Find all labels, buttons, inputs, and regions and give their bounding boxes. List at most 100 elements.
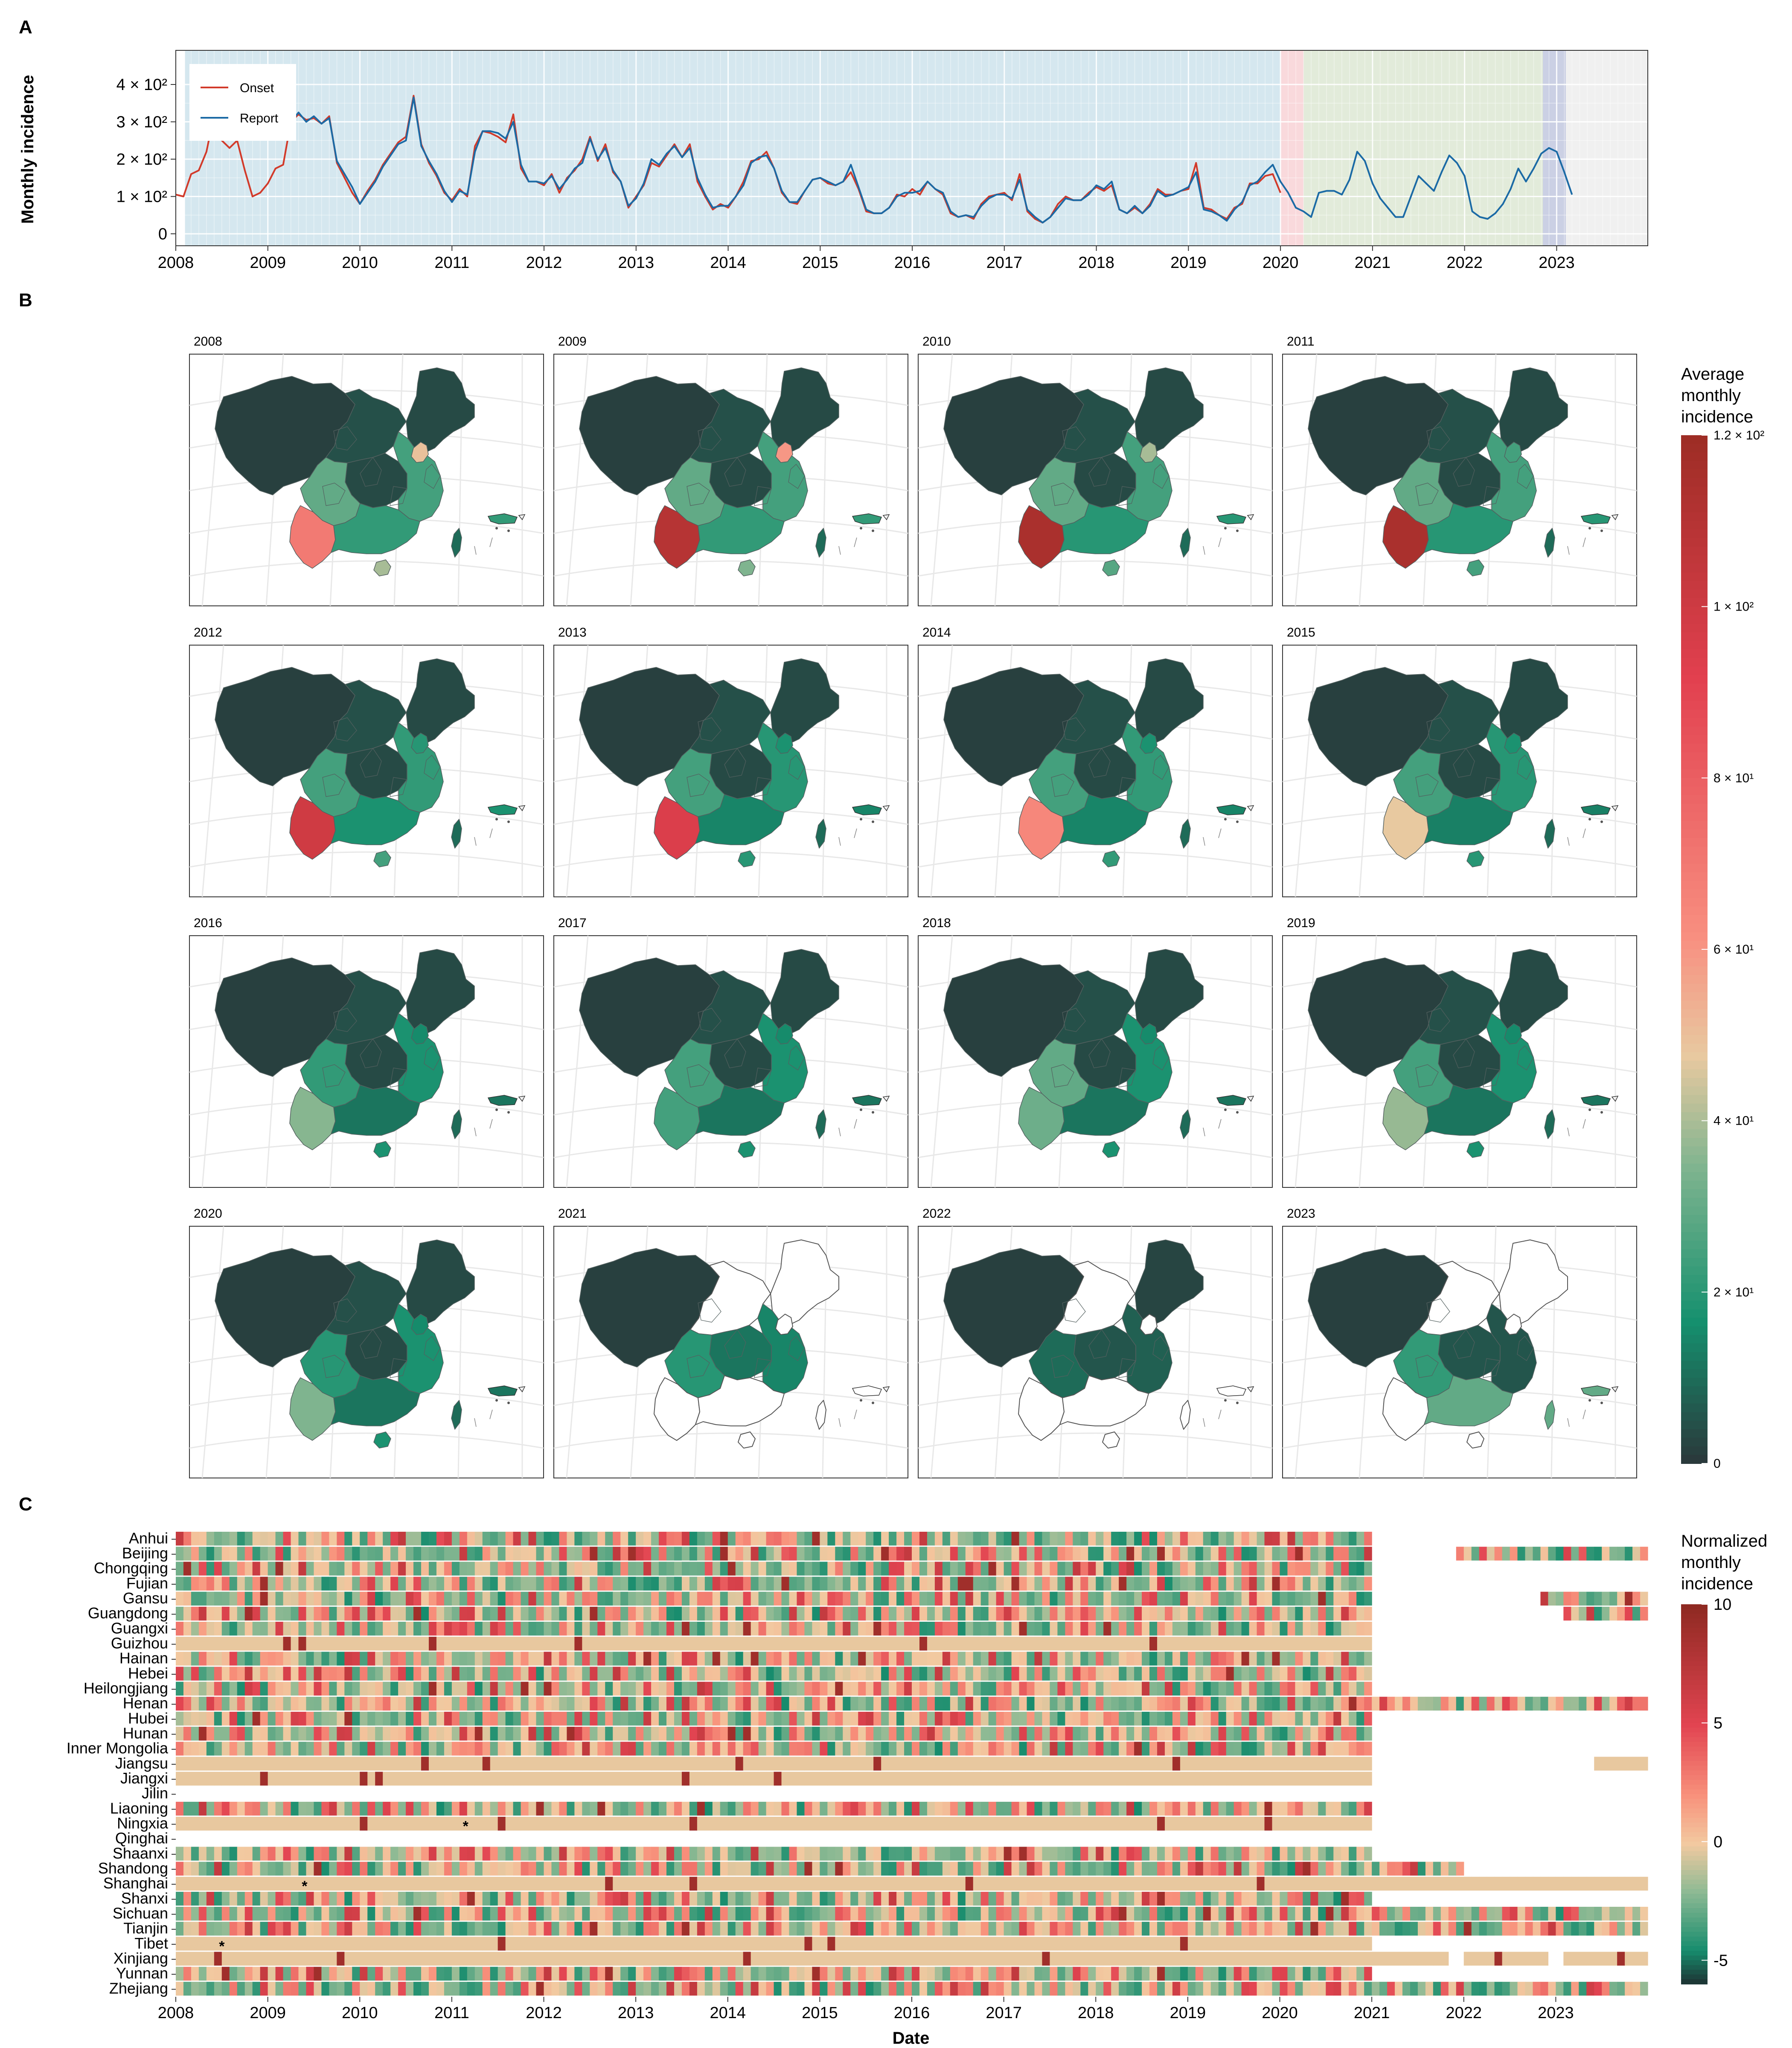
heatmap-cell [843,1562,851,1576]
heatmap-cell [605,1667,613,1681]
heatmap-cell [950,1817,958,1831]
heatmap-cell [628,1742,636,1756]
heatmap-cell [559,1922,567,1936]
heatmap-cell [1195,1907,1204,1921]
heatmap-cell [559,1711,567,1726]
heatmap-cell [375,1772,383,1786]
heatmap-cell [275,1547,284,1561]
heatmap-cell [666,1562,675,1576]
heatmap-cell [283,1742,291,1756]
heatmap-cell [858,1862,866,1876]
province-boundary [1118,1068,1136,1088]
heatmap-cell [797,1817,805,1831]
heatmap-cell [666,1817,675,1831]
heatmap-cell [344,1891,352,1906]
heatmap-cell [421,1681,429,1696]
heatmap-cell [1249,1577,1257,1591]
heatmap-cell [743,1591,751,1606]
heatmap-cell [582,1817,590,1831]
heatmap-cell [436,1562,445,1576]
heatmap-cell [198,1711,207,1726]
heatmap-cell [980,1862,989,1876]
heatmap-cell [835,1711,843,1726]
heatmap-cell [597,1727,605,1741]
heatmap-cell [681,1817,690,1831]
heatmap-cell [237,1696,245,1711]
heatmap-cell [1157,1772,1165,1786]
inset-region [1580,1095,1611,1106]
heatmap-cell [797,1606,805,1621]
heatmap-cell [1164,1591,1173,1606]
heatmap-cell [1356,1817,1364,1831]
heatmap-cell [881,1891,889,1906]
heatmap-cell [766,1621,774,1636]
heatmap-cell [176,1817,184,1831]
heatmap-cell [866,1696,874,1711]
heatmap-cell [843,1907,851,1921]
heatmap-cell [735,1847,744,1861]
heatmap-cell [306,1591,314,1606]
heatmap-cell [1540,1547,1549,1561]
heatmap-cell [1287,1772,1296,1786]
heatmap-cell [283,1562,291,1576]
heatmap-cell [1149,1801,1158,1816]
heatmap-cell [751,1817,759,1831]
heatmap-cell [1203,1817,1211,1831]
heatmap-cell [176,1801,184,1816]
heatmap-cell [912,1862,920,1876]
heatmap-cell [337,1742,345,1756]
province-boundary [754,777,772,797]
inset-marker [882,805,890,812]
heatmap-cell [751,1681,759,1696]
heatmap-cell [774,1606,782,1621]
legend-gradient-step [1681,847,1708,856]
inset-marker [518,805,526,812]
heatmap-cell [1011,1757,1020,1771]
heatmap-cell [567,1652,575,1666]
legend-tick-label: 0 [1713,1457,1721,1471]
heatmap-cell [1149,1606,1158,1621]
heatmap-cell [1241,1547,1250,1561]
heatmap-cell [1187,1637,1196,1651]
heatmap-cell [176,1606,184,1621]
heatmap-cell [1050,1532,1058,1546]
heatmap-cell [689,1862,698,1876]
heatmap-cell [1280,1547,1288,1561]
province-boundary [1152,755,1169,780]
x-tick-label: 2010 [342,254,378,272]
heatmap-cell [551,1862,560,1876]
heatmap-cell [1487,1907,1495,1921]
heatmap-cell [252,1862,261,1876]
heatmap-cell [743,1577,751,1591]
map-body [553,1226,908,1478]
heatmap-cell [1632,1547,1641,1561]
heatmap-cell [1226,1711,1234,1726]
graticule [189,1142,544,1158]
heatmap-cell [957,1801,966,1816]
heatmap-cell [697,1876,705,1891]
heatmap-cell [1395,1862,1403,1876]
island-marks [838,1409,857,1427]
heatmap-cell [191,1742,199,1756]
inset-region [487,1095,518,1106]
heatmap-cell [390,1742,399,1756]
heatmap-cell [1134,1621,1142,1636]
heatmap-cell [314,1757,322,1771]
heatmap-cell [1172,1891,1181,1906]
heatmap-cell [375,1817,383,1831]
heatmap-cell [221,1862,230,1876]
heatmap-cell [1417,1876,1426,1891]
heatmap-cell [451,1681,460,1696]
heatmap-cell [1027,1547,1035,1561]
heatmap-cell [237,1652,245,1666]
heatmap-cell [268,1772,276,1786]
heatmap-cell [183,1711,192,1726]
heatmap-cell [229,1667,238,1681]
heatmap-cell [628,1862,636,1876]
heatmap-cell [1057,1772,1065,1786]
heatmap-cell [881,1652,889,1666]
heatmap-cell [858,1681,866,1696]
heatmap-cell [735,1801,744,1816]
heatmap-cell [1203,1862,1211,1876]
